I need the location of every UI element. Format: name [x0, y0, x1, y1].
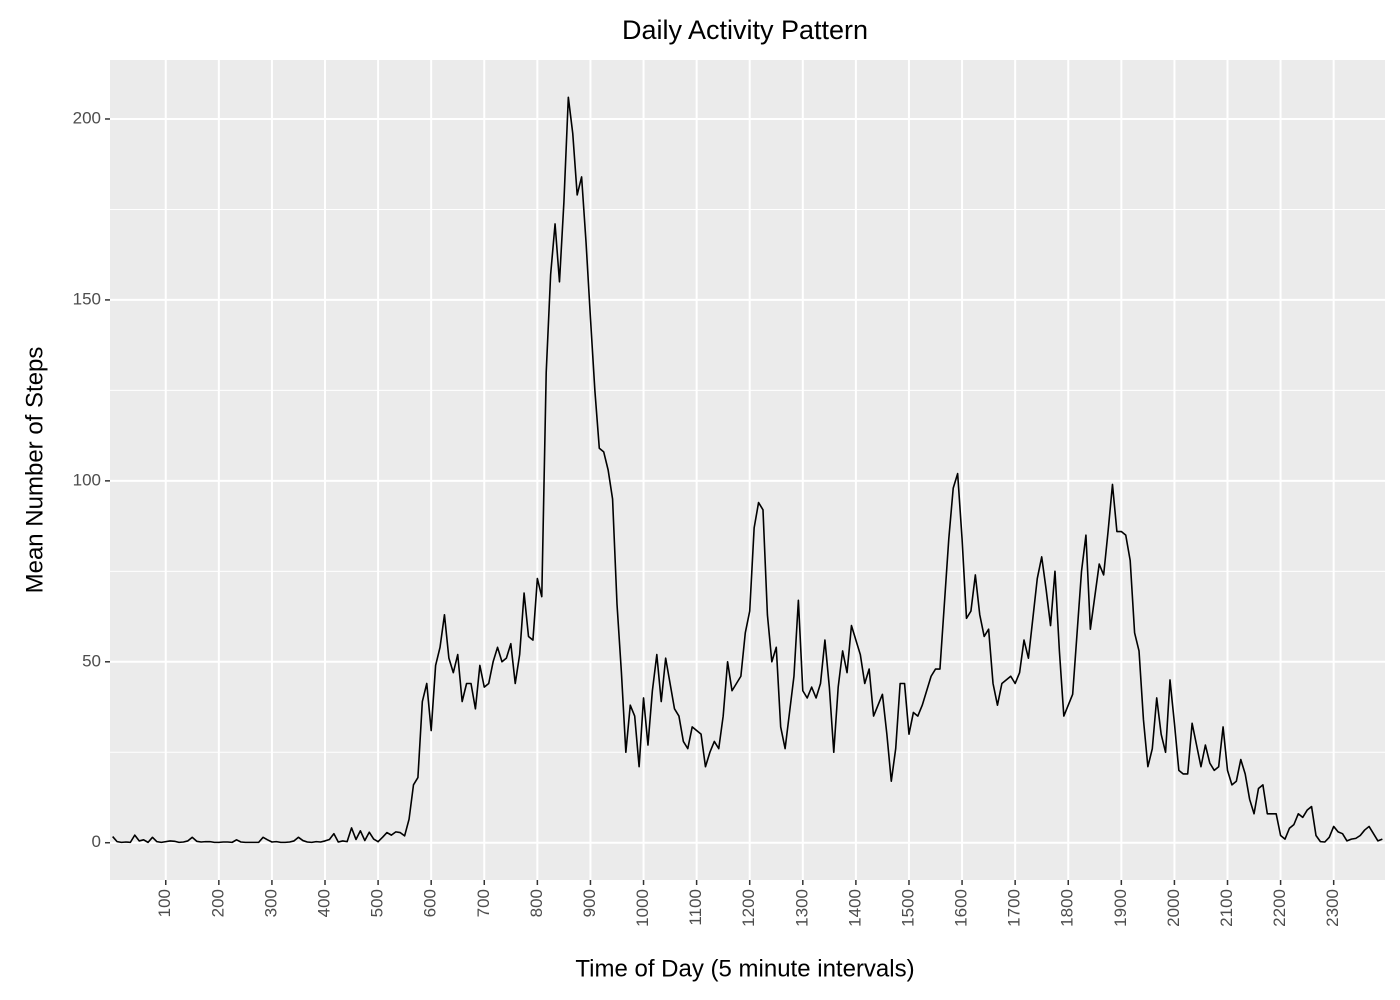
x-tick-label: 2300 [1323, 889, 1342, 927]
x-tick-label: 1200 [739, 889, 758, 927]
x-tick-label: 200 [208, 889, 227, 917]
x-tick-label: 1900 [1111, 889, 1130, 927]
x-tick-label: 2200 [1270, 889, 1289, 927]
y-tick-label: 0 [92, 832, 101, 851]
y-tick-label: 100 [73, 470, 101, 489]
x-tick-label: 1000 [633, 889, 652, 927]
x-tick-label: 900 [580, 889, 599, 917]
plot-area [112, 96, 1383, 844]
x-tick-label: 800 [527, 889, 546, 917]
y-tick-label: 50 [82, 651, 101, 670]
x-tick-label: 1800 [1058, 889, 1077, 927]
x-tick-label: 1300 [792, 889, 811, 927]
x-tick-label: 500 [368, 889, 387, 917]
y-tick-label: 150 [73, 289, 101, 308]
x-tick-label: 1100 [686, 889, 705, 926]
x-tick-label: 700 [474, 889, 493, 917]
y-axis-label: Mean Number of Steps [21, 347, 48, 594]
x-axis-label: Time of Day (5 minute intervals) [575, 955, 914, 982]
line-series [112, 96, 1383, 844]
x-tick-label: 2100 [1217, 889, 1236, 927]
x-tick-label: 1700 [1005, 889, 1024, 927]
x-tick-label: 1500 [898, 889, 917, 927]
x-tick-label: 1400 [845, 889, 864, 927]
grid [110, 60, 1385, 880]
x-tick-label: 600 [421, 889, 440, 917]
x-tick-label: 2000 [1164, 889, 1183, 927]
x-tick-label: 300 [261, 889, 280, 917]
y-tick-label: 200 [73, 108, 101, 127]
x-tick-label: 100 [155, 889, 174, 917]
x-tick-label: 400 [314, 889, 333, 917]
plot-panel [110, 60, 1385, 880]
chart-title: Daily Activity Pattern [622, 15, 868, 45]
x-tick-label: 1600 [952, 889, 971, 927]
